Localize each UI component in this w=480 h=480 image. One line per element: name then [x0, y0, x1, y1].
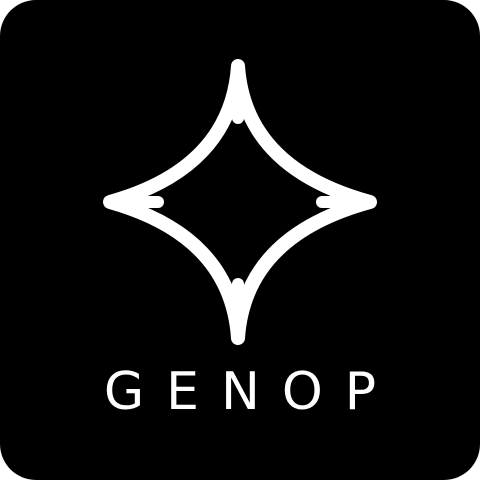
- four-point-sparkle-icon: [100, 56, 380, 346]
- brand-wordmark: GENOP: [103, 362, 399, 422]
